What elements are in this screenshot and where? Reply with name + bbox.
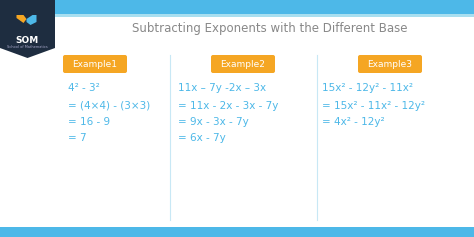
Text: 15x² - 12y² - 11x²: 15x² - 12y² - 11x²: [322, 83, 413, 93]
Polygon shape: [17, 15, 27, 23]
Text: SOM: SOM: [16, 36, 39, 45]
Text: = (4×4) - (3×3): = (4×4) - (3×3): [68, 101, 150, 111]
Text: = 6x - 7y: = 6x - 7y: [178, 133, 226, 143]
Text: Example2: Example2: [220, 59, 265, 68]
Text: = 16 - 9: = 16 - 9: [68, 117, 110, 127]
FancyBboxPatch shape: [211, 55, 275, 73]
Bar: [0, 227, 474, 237]
FancyBboxPatch shape: [63, 55, 127, 73]
Text: 4² - 3²: 4² - 3²: [68, 83, 100, 93]
Polygon shape: [27, 15, 36, 25]
FancyBboxPatch shape: [358, 55, 422, 73]
Bar: [0, 14, 474, 17]
Text: = 15x² - 11x² - 12y²: = 15x² - 11x² - 12y²: [322, 101, 425, 111]
Text: = 7: = 7: [68, 133, 87, 143]
Text: Example3: Example3: [367, 59, 412, 68]
Polygon shape: [0, 0, 55, 58]
Text: Subtracting Exponents with the Different Base: Subtracting Exponents with the Different…: [132, 22, 408, 35]
Text: Example1: Example1: [73, 59, 118, 68]
Text: = 4x² - 12y²: = 4x² - 12y²: [322, 117, 384, 127]
Text: = 11x - 2x - 3x - 7y: = 11x - 2x - 3x - 7y: [178, 101, 278, 111]
Text: = 9x - 3x - 7y: = 9x - 3x - 7y: [178, 117, 249, 127]
Text: 11x – 7y -2x – 3x: 11x – 7y -2x – 3x: [178, 83, 266, 93]
Text: School of Mathematics: School of Mathematics: [7, 45, 48, 49]
Bar: [0, 0, 474, 14]
